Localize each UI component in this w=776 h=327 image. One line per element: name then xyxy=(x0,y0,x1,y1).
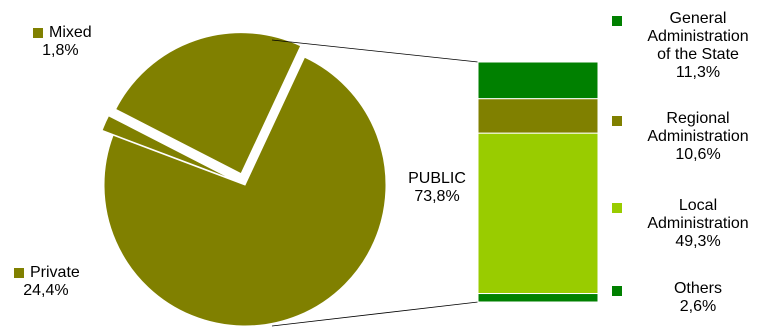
pie-label-name: Mixed xyxy=(49,24,92,41)
pie-slice-mixed xyxy=(101,115,235,181)
legend-swatch-private xyxy=(14,268,24,278)
legend-label-line: Administration xyxy=(647,215,749,232)
legend-value: 2,6% xyxy=(679,298,717,315)
pie-label-mixed: Mixed 1,8% xyxy=(33,24,92,60)
pie-group xyxy=(101,32,387,327)
legend-label-line: Administration xyxy=(647,28,749,45)
pie-label-private: Private 24,4% xyxy=(14,264,80,300)
pie-slice-private xyxy=(114,32,302,175)
legend-swatch-mixed xyxy=(33,28,43,38)
pie-label-value: 1,8% xyxy=(42,42,79,59)
legend-label-line: Others xyxy=(673,280,722,297)
legend-swatch xyxy=(612,286,622,296)
bar-segment-general-administration xyxy=(477,61,599,100)
legend-swatch xyxy=(612,116,622,126)
pie-label-value: 73,8% xyxy=(414,188,460,205)
legend-swatch xyxy=(612,203,622,213)
pie-slice-public xyxy=(103,56,387,327)
pie-label-public: PUBLIC 73,8% xyxy=(397,170,477,206)
legend-label-line: General xyxy=(669,10,727,27)
pie-label-name: Private xyxy=(30,264,80,281)
legend-label-line: Regional xyxy=(666,110,730,127)
legend-item: General Administration of the State 11,3% xyxy=(612,10,768,82)
legend-label: Regional Administration 10,6% xyxy=(628,110,768,164)
legend-label: Others 2,6% xyxy=(628,280,768,316)
bar-segment-others xyxy=(477,293,599,303)
legend-value: 10,6% xyxy=(675,146,721,163)
legend-value: 11,3% xyxy=(675,64,721,81)
bar-segment-local-administration xyxy=(477,132,599,295)
legend-value: 49,3% xyxy=(675,233,721,250)
pie-label-name: PUBLIC xyxy=(408,170,466,187)
stacked-bar xyxy=(477,61,599,303)
legend-swatch xyxy=(612,16,622,26)
bar-segment-regional-administration xyxy=(477,98,599,134)
pie-label-value: 24,4% xyxy=(23,282,69,299)
connector-line-bottom xyxy=(271,301,479,327)
legend-label: General Administration of the State 11,3% xyxy=(628,10,768,82)
connector-lines xyxy=(271,39,479,327)
connector-line-top xyxy=(271,39,479,63)
legend-label: Local Administration 49,3% xyxy=(628,197,768,251)
legend-item: Local Administration 49,3% xyxy=(612,197,768,251)
legend-label-line: Local xyxy=(678,197,718,214)
legend-label-line: Administration xyxy=(647,128,749,145)
legend-item: Regional Administration 10,6% xyxy=(612,110,768,164)
legend-item: Others 2,6% xyxy=(612,280,768,316)
legend-label-line: of the State xyxy=(657,46,739,63)
